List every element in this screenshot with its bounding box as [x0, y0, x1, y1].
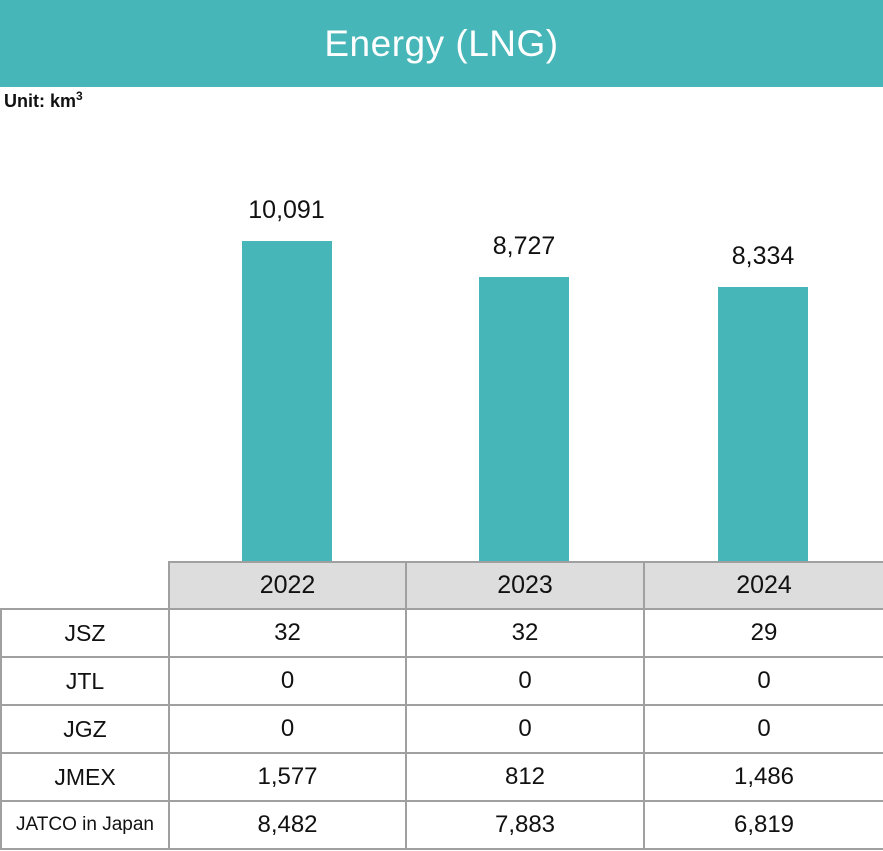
cell-jtl-2022: 0	[168, 656, 407, 706]
cell-jsz-2022: 32	[168, 608, 407, 658]
cell-jtl-2023: 0	[405, 656, 645, 706]
unit-exponent: 3	[76, 89, 83, 103]
cell-jmex-2024: 1,486	[643, 752, 883, 802]
table-header-row: 2022 2023 2024	[1, 561, 883, 610]
table-body: JSZ 32 32 29 JTL 0 0 0 JGZ 0 0 0 JMEX 1,577 812 1,486 JA…	[0, 608, 883, 850]
col-header-2023: 2023	[405, 561, 645, 610]
table-row-jtl: JTL 0 0 0	[0, 656, 883, 706]
row-label: JSZ	[0, 608, 170, 658]
cell-jmex-2023: 812	[405, 752, 645, 802]
table-row-jgz: JGZ 0 0 0	[0, 704, 883, 754]
cell-jgz-2024: 0	[643, 704, 883, 754]
cell-jmex-2022: 1,577	[168, 752, 407, 802]
col-header-2022: 2022	[168, 561, 407, 610]
unit-label-text: Unit: km	[4, 91, 76, 111]
cell-jatco-in-japan-2023: 7,883	[405, 800, 645, 850]
row-label: JGZ	[0, 704, 170, 754]
col-header-2024: 2024	[643, 561, 883, 610]
bar-2024: 8,334	[718, 242, 808, 561]
table-row-jmex: JMEX 1,577 812 1,486	[0, 752, 883, 802]
cell-jatco-in-japan-2022: 8,482	[168, 800, 407, 850]
table-row-jsz: JSZ 32 32 29	[0, 608, 883, 658]
page-title: Energy (LNG)	[324, 22, 559, 64]
bar-value-label-2022: 10,091	[248, 196, 325, 224]
row-label: JMEX	[0, 752, 170, 802]
cell-jsz-2023: 32	[405, 608, 645, 658]
bar-value-label-2023: 8,727	[492, 232, 556, 260]
row-label: JATCO in Japan	[0, 800, 170, 850]
unit-label: Unit: km3	[4, 89, 83, 112]
title-bar: Energy (LNG)	[0, 0, 883, 87]
cell-jtl-2024: 0	[643, 656, 883, 706]
table-row-jatco-in-japan: JATCO in Japan 8,482 7,883 6,819	[0, 800, 883, 850]
row-label: JTL	[0, 656, 170, 706]
bar-2022: 10,091	[241, 196, 332, 561]
cell-jgz-2022: 0	[168, 704, 407, 754]
data-table: 2022 2023 2024 JSZ 32 32 29 JTL 0 0 0 JGZ 0 0 0 JMEX 1,…	[0, 561, 883, 850]
cell-jgz-2023: 0	[405, 704, 645, 754]
bar-2023: 8,727	[479, 232, 569, 561]
cell-jatco-in-japan-2024: 6,819	[643, 800, 883, 850]
bar-value-label-2024: 8,334	[731, 242, 795, 270]
table-corner-blank	[1, 562, 169, 609]
cell-jsz-2024: 29	[643, 608, 883, 658]
